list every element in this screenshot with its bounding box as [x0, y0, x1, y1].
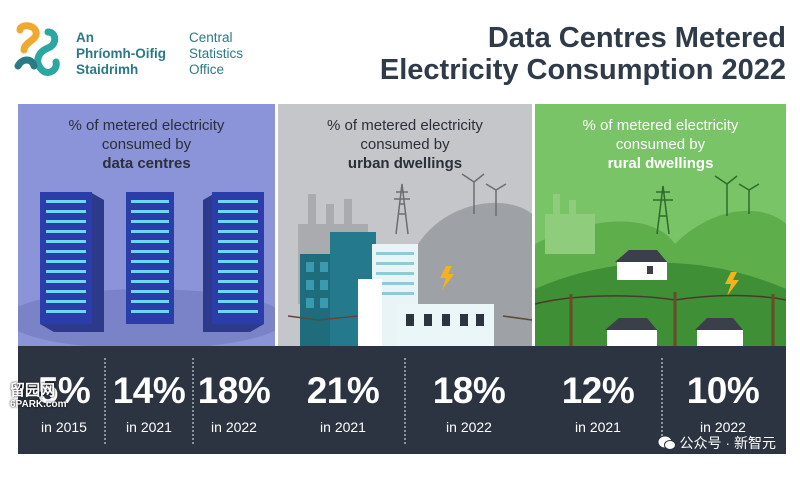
pylon-icon — [653, 185, 673, 235]
server-rack-icon — [126, 192, 174, 324]
house-icon — [615, 250, 667, 280]
factory-icon — [545, 194, 595, 254]
panel-urban-dwellings: % of metered electricity consumed by urb… — [278, 104, 532, 349]
panel-label: % of metered electricity consumed by urb… — [327, 117, 483, 172]
watermark-right: 公众号 · 新智元 — [658, 434, 776, 452]
cso-logo-icon — [14, 22, 60, 76]
lightning-bolt-icon — [725, 272, 739, 296]
stat-divider — [192, 358, 194, 444]
page-title: Data Centres Metered Electricity Consump… — [379, 22, 786, 86]
org-name-irish: An Phríomh-Oifig Staidrimh — [76, 30, 166, 77]
stat-datacentre-2022: 18% in 2022 — [197, 370, 271, 435]
panel-label: % of metered electricity consumed by dat… — [68, 117, 225, 172]
building-icon — [300, 232, 494, 349]
stat-urban-2022: 18% in 2022 — [432, 370, 506, 435]
server-rack-icon — [203, 192, 264, 332]
stat-divider — [104, 358, 106, 444]
stat-divider — [404, 358, 406, 444]
panel-subject: data centres — [102, 155, 191, 172]
pylon-icon — [394, 183, 410, 235]
stats-bar: 5% in 2015 14% in 2021 18% in 2022 21% i… — [18, 346, 786, 454]
stat-datacentre-2015: 5% in 2015 — [37, 370, 91, 435]
stat-rural-2021: 12% in 2021 — [561, 370, 635, 435]
server-racks-illustration — [18, 192, 275, 349]
panel-subject: urban dwellings — [347, 155, 463, 172]
stat-datacentre-2021: 14% in 2021 — [112, 370, 186, 435]
panel-rural-dwellings: % of metered electricity consumed by rur… — [535, 104, 786, 349]
server-rack-icon — [40, 192, 104, 332]
house-icon — [605, 318, 657, 349]
wind-turbine-icon — [714, 175, 760, 216]
wind-turbine-icon — [461, 173, 507, 216]
panel-data-centres: % of metered electricity consumed by dat… — [18, 104, 275, 349]
house-icon — [695, 318, 743, 349]
lightning-bolt-icon — [440, 266, 454, 290]
org-name-english: Central Statistics Office — [189, 30, 244, 77]
stat-rural-2022: 10% in 2022 — [686, 370, 760, 435]
urban-illustration — [287, 173, 532, 349]
panel-subject: rural dwellings — [607, 155, 714, 172]
stat-divider — [661, 358, 663, 444]
watermark-left: 留园网 6PARK.com — [10, 382, 67, 410]
panel-label: % of metered electricity consumed by rur… — [582, 117, 739, 172]
stat-urban-2021: 21% in 2021 — [306, 370, 380, 435]
rural-illustration — [535, 175, 786, 349]
wechat-icon — [658, 436, 676, 450]
